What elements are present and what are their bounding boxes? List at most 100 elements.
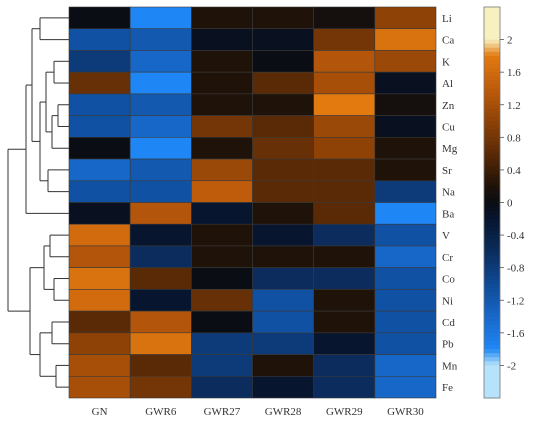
heatmap-cell <box>252 202 314 225</box>
heatmap-cell <box>374 289 437 312</box>
heatmap-cell <box>313 245 376 268</box>
heatmap-cell <box>191 115 253 138</box>
legend-color-segment <box>484 288 500 293</box>
heatmap-cell <box>129 93 192 116</box>
heatmap-cell <box>68 137 131 160</box>
heatmap-cell <box>68 180 131 203</box>
heatmap-cell <box>313 332 376 355</box>
heatmap-cell <box>252 158 314 182</box>
heatmap-cell <box>191 354 253 377</box>
heatmap-cell <box>129 375 192 399</box>
heatmap-cell <box>129 137 192 160</box>
heatmap-cell <box>191 375 253 399</box>
row-label: K <box>442 56 450 68</box>
heatmap-cell <box>191 267 253 290</box>
legend-color-segment <box>484 357 500 362</box>
legend-color-segment <box>484 316 500 322</box>
heatmap-cell <box>191 28 253 51</box>
heatmap-cell <box>191 332 253 355</box>
legend-color-segment <box>484 226 500 232</box>
legend-color-segment <box>484 369 500 375</box>
heatmap-cell <box>374 137 437 160</box>
legend-tick-label: 2 <box>507 35 513 47</box>
column-label: GWR29 <box>326 406 363 418</box>
heatmap-cell <box>313 180 376 203</box>
legend-color-segment <box>484 7 500 12</box>
heatmap-cell <box>374 202 437 225</box>
heatmap-cell <box>129 223 192 247</box>
heatmap-cell <box>252 93 314 116</box>
legend-color-segment <box>484 35 500 41</box>
heatmap-cell <box>313 375 376 399</box>
legend-color-segment <box>484 222 500 228</box>
row-label: Cd <box>442 317 455 329</box>
heatmap-cell <box>191 137 253 160</box>
legend-color-segment <box>484 153 500 159</box>
legend-color-segment <box>484 231 500 236</box>
legend-color-segment <box>484 340 500 346</box>
heatmap-cell <box>374 158 437 182</box>
legend-color-segment <box>484 255 500 261</box>
legend-color-segment <box>484 349 500 354</box>
heatmap-cell <box>252 267 314 290</box>
legend-tick-label: -0.4 <box>507 230 525 242</box>
heatmap-cell <box>252 354 314 377</box>
heatmap-cell <box>374 115 437 138</box>
row-label: Mg <box>442 143 458 155</box>
legend-color-segment <box>484 304 500 309</box>
heatmap-cell <box>374 354 437 377</box>
heatmap-cell <box>252 289 314 312</box>
legend-color-segment <box>484 129 500 134</box>
legend-tick-label: 0.4 <box>507 165 521 177</box>
heatmap-cell <box>374 332 437 355</box>
legend-color-segment <box>484 96 500 102</box>
heatmap-cell <box>313 158 376 182</box>
heatmap-cell <box>191 93 253 116</box>
row-label: Cr <box>442 252 453 264</box>
heatmap-cell <box>313 71 376 95</box>
heatmap-cell <box>374 375 437 399</box>
legend-color-segment <box>484 381 500 387</box>
legend-color-segment <box>484 76 500 81</box>
heatmap-cell <box>374 245 437 268</box>
legend-color-segment <box>484 39 500 45</box>
legend-color-segment <box>484 320 500 326</box>
column-labels: GN GWR6 GWR27 GWR28 GWR29 GWR30 <box>92 406 425 418</box>
legend-color-segment <box>484 283 500 289</box>
heatmap-cell <box>191 245 253 268</box>
heatmap-cell <box>191 158 253 182</box>
legend-color-segment <box>484 84 500 90</box>
heatmap-cell <box>191 310 253 334</box>
heatmap-cell <box>68 354 131 377</box>
heatmap-cell <box>191 202 253 225</box>
heatmap-cell <box>252 71 314 95</box>
heatmap-cell <box>374 71 437 95</box>
heatmap-cell <box>313 93 376 116</box>
row-label: Cu <box>442 122 455 134</box>
legend-color-segment <box>484 182 500 187</box>
legend-color-segment <box>484 23 500 28</box>
legend-color-segment <box>484 88 500 94</box>
legend-color-segment <box>484 178 500 183</box>
heatmap-cell <box>129 50 192 73</box>
heatmap-cell <box>374 50 437 73</box>
legend-color-segment <box>484 300 500 305</box>
heatmap-cell <box>313 137 376 160</box>
heatmap-cell <box>252 115 314 138</box>
legend-color-segment <box>484 251 500 257</box>
heatmap-cell <box>252 245 314 268</box>
legend-color-segment <box>484 104 500 110</box>
legend-color-segment <box>484 214 500 220</box>
legend-color-segment <box>484 173 500 179</box>
legend-color-segment <box>484 68 500 73</box>
legend-color-segment <box>484 72 500 77</box>
legend-color-segment <box>484 336 500 342</box>
legend-tick-label: -1.2 <box>507 295 524 307</box>
legend-color-segment <box>484 210 500 216</box>
legend-color-segment <box>484 235 500 240</box>
heatmap-cell <box>68 267 131 290</box>
legend-tick-label: -1.6 <box>507 328 525 340</box>
heatmap-cell <box>374 180 437 203</box>
row-dendrogram <box>7 17 69 388</box>
legend-color-segment <box>484 141 500 147</box>
